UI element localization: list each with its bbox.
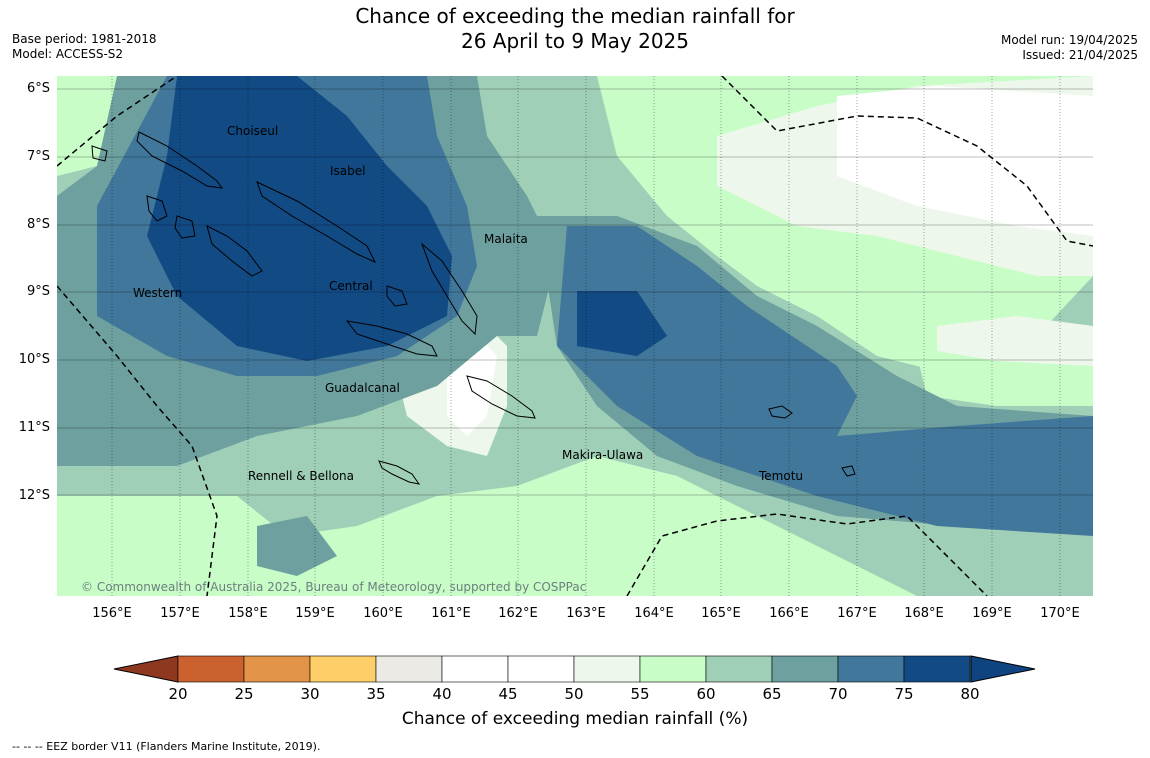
lon-label-158e: 158°E [228,606,268,621]
new-georgia [206,225,263,277]
lon-label-170e: 170°E [1040,606,1080,621]
colorbar-over-arrow [970,655,1036,683]
rennell-island [378,460,421,485]
base-period: Base period: 1981-2018 [12,32,157,46]
map-area: Choiseul Isabel Malaita Western Central … [57,76,1093,596]
lat-label-7s: 7°S [26,149,50,164]
lon-label-162e: 162°E [498,606,538,621]
region-central: Central [329,279,373,293]
region-malaita: Malaita [484,232,528,246]
colorbar-tick-50: 50 [564,685,584,703]
region-makira-ulawa: Makira-Ulawa [562,448,644,462]
copyright-notice: © Commonwealth of Australia 2025, Bureau… [81,580,587,594]
lat-label-12s: 12°S [18,488,50,503]
colorbar-tick-65: 65 [762,685,782,703]
colorbar-cell-75-80 [903,655,971,683]
colorbar-tick-30: 30 [300,685,320,703]
band-over-80-solomons [147,76,452,361]
lon-label-161e: 161°E [431,606,471,621]
issued-date: Issued: 21/04/2025 [1022,48,1138,62]
colorbar-cell-25-30 [243,655,311,683]
colorbar-under-arrow [113,655,179,683]
colorbar-cells [177,655,971,683]
lon-label-166e: 166°E [769,606,809,621]
colorbar-tick-40: 40 [432,685,452,703]
band-75-80-east [557,226,1093,536]
santa-cruz-islands [768,405,793,419]
colorbar-title: Chance of exceeding median rainfall (%) [401,709,749,729]
lat-label-9s: 9°S [26,284,50,299]
colorbar-cell-50-55 [573,655,641,683]
lon-label-156e: 156°E [92,606,132,621]
rainfall-map [57,76,1093,596]
makira-island [466,375,536,419]
colorbar-tick-80: 80 [960,685,980,703]
region-guadalcanal: Guadalcanal [325,381,400,395]
colorbar-cell-70-75 [837,655,905,683]
bougainville-fragment [91,145,108,162]
region-temotu: Temotu [759,469,804,483]
colorbar-cell-60-65 [705,655,773,683]
colorbar-tick-25: 25 [234,685,254,703]
region-choiseul: Choiseul [227,124,279,138]
model-run: Model run: 19/04/2025 [1000,33,1138,47]
lon-label-167e: 167°E [837,606,877,621]
colorbar-tick-70: 70 [828,685,848,703]
temotu-island [841,465,856,477]
lat-label-8s: 8°S [26,217,50,232]
colorbar-cell-55-60 [639,655,707,683]
eez-footnote: -- -- -- EEZ border V11 (Flanders Marine… [12,740,321,753]
region-rennell-bellona: Rennell & Bellona [248,469,355,483]
colorbar-tick-20: 20 [168,685,188,703]
coastlines [91,131,856,485]
lon-label-163e: 163°E [566,606,606,621]
meta-left: Base period: 1981-2018 Model: ACCESS-S2 [12,32,157,62]
lon-label-165e: 165°E [701,606,741,621]
lat-label-10s: 10°S [18,352,50,367]
colorbar-tick-75: 75 [894,685,914,703]
map-title: Chance of exceeding the median rainfall … [0,4,1150,54]
title-line-2: 26 April to 9 May 2025 [461,29,689,53]
guadalcanal-island [345,320,438,357]
colorbar-cell-40-45 [441,655,509,683]
lon-label-160e: 160°E [363,606,403,621]
isabel-island [256,181,377,264]
lat-label-11s: 11°S [18,420,50,435]
colorbar-cell-35-40 [375,655,443,683]
choiseul-island [136,131,224,189]
colorbar-cell-30-35 [309,655,377,683]
model-name: Model: ACCESS-S2 [12,47,124,61]
region-isabel: Isabel [330,164,366,178]
lon-label-164e: 164°E [634,606,674,621]
lon-label-168e: 168°E [904,606,944,621]
western-island-2 [174,215,196,239]
colorbar-tick-60: 60 [696,685,716,703]
colorbar-cell-45-50 [507,655,575,683]
colorbar-cell-65-70 [771,655,839,683]
band-55-60-right [937,316,1093,366]
band-over-80-east [577,291,667,356]
lon-label-157e: 157°E [160,606,200,621]
colorbar-tick-35: 35 [366,685,386,703]
lat-gridlines [57,88,1093,496]
colorbar-tick-45: 45 [498,685,518,703]
colorbar-cell-20-25 [177,655,245,683]
region-western: Western [133,286,183,300]
meta-right: Model run: 19/04/2025 Issued: 21/04/2025 [1001,33,1138,63]
band-70-75-south [257,516,337,576]
title-line-1: Chance of exceeding the median rainfall … [355,4,795,28]
colorbar-tick-55: 55 [630,685,650,703]
western-island-1 [146,195,168,222]
lon-label-169e: 169°E [972,606,1012,621]
colorbar [113,655,1036,683]
central-islands [386,285,408,307]
band-50-55-east [837,86,1093,236]
eez-border [57,76,1093,596]
malaita-island [420,242,478,336]
lon-label-159e: 159°E [295,606,335,621]
lat-label-6s: 6°S [26,81,50,96]
